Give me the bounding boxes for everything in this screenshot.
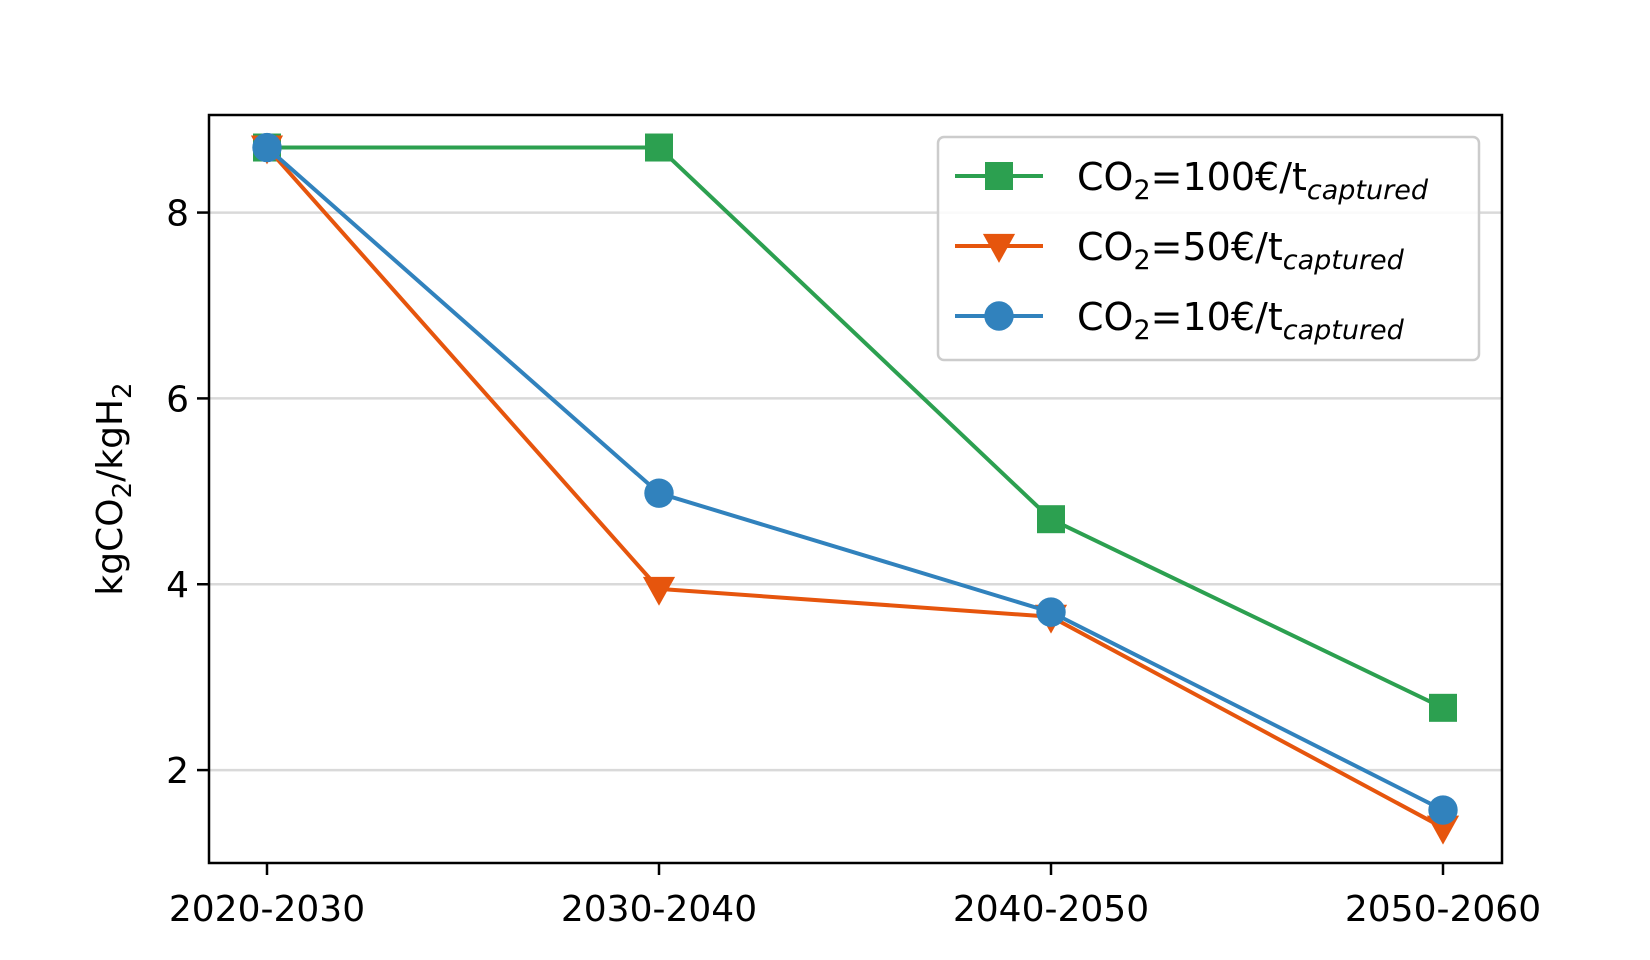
y-axis: 2 4 6 8	[166, 194, 209, 792]
legend-label-subscript: captured	[1283, 245, 1405, 276]
legend-marker-co2-10	[984, 301, 1014, 331]
legend-label-pre: CO	[1077, 225, 1133, 269]
plot-area-frame	[207, 113, 1504, 865]
y-tick-label: 8	[166, 194, 189, 235]
legend-item-co2-50: CO2=50€/tcaptured	[955, 225, 1405, 276]
y-axis-label-sub1: 2	[108, 482, 138, 499]
series-line-co2-10	[265, 146, 1444, 812]
data-point-co2-10	[644, 478, 674, 508]
y-axis-label: kgCO2/kgH2	[90, 382, 138, 595]
data-point-co2-10	[252, 132, 282, 163]
legend-label-sub: 2	[1133, 315, 1150, 346]
data-point-co2-100	[1429, 693, 1457, 722]
legend-label-mid: =50€/t	[1151, 225, 1283, 269]
legend-label-pre: CO	[1077, 295, 1133, 339]
y-tick-label: 2	[166, 751, 189, 792]
data-point-co2-10	[1036, 597, 1066, 627]
y-axis-label-part2: /kgH	[90, 399, 131, 482]
data-point-co2-50	[642, 576, 676, 606]
legend-box	[936, 135, 1481, 362]
x-axis: 2020-2030 2030-2040 2040-2050 2050-2060	[169, 863, 1541, 930]
x-tick-label: 2030-2040	[561, 889, 757, 930]
legend-label-subscript: captured	[1307, 175, 1429, 206]
series-line-co2-50	[265, 146, 1444, 830]
legend-marker-co2-100	[985, 162, 1013, 190]
y-axis-label-sub2: 2	[108, 382, 138, 399]
series-line-co2-100	[267, 145, 1444, 710]
legend-label-pre: CO	[1077, 155, 1133, 199]
legend-label-subscript: captured	[1283, 315, 1405, 346]
x-tick-label: 2040-2050	[953, 889, 1149, 930]
legend-label-mid: =10€/t	[1151, 295, 1283, 339]
x-tick-label: 2020-2030	[169, 889, 365, 930]
legend-item-co2-10: CO2=10€/tcaptured	[955, 295, 1405, 346]
data-point-co2-10	[1428, 795, 1458, 825]
legend-marker-co2-50	[982, 233, 1016, 263]
data-point-co2-50	[1426, 815, 1460, 845]
data-point-co2-100	[1037, 505, 1065, 534]
legend-label: CO2=100€/tcaptured	[1077, 155, 1429, 206]
x-tick-label: 2050-2060	[1345, 889, 1541, 930]
legend-label: CO2=50€/tcaptured	[1077, 225, 1405, 276]
y-tick-label: 4	[166, 565, 189, 606]
y-tick-label: 6	[166, 379, 189, 420]
legend-label-mid: =100€/t	[1151, 155, 1307, 199]
legend: CO2=100€/tcapturedCO2=50€/tcapturedCO2=1…	[936, 135, 1481, 362]
data-point-co2-100	[645, 133, 673, 162]
legend-label: CO2=10€/tcaptured	[1077, 295, 1405, 346]
series-group	[250, 132, 1460, 845]
legend-label-sub: 2	[1133, 175, 1150, 206]
y-axis-label-part1: kgCO	[90, 498, 131, 595]
legend-label-sub: 2	[1133, 245, 1150, 276]
series-co2-10	[252, 132, 1458, 825]
legend-item-co2-100: CO2=100€/tcaptured	[955, 155, 1429, 206]
